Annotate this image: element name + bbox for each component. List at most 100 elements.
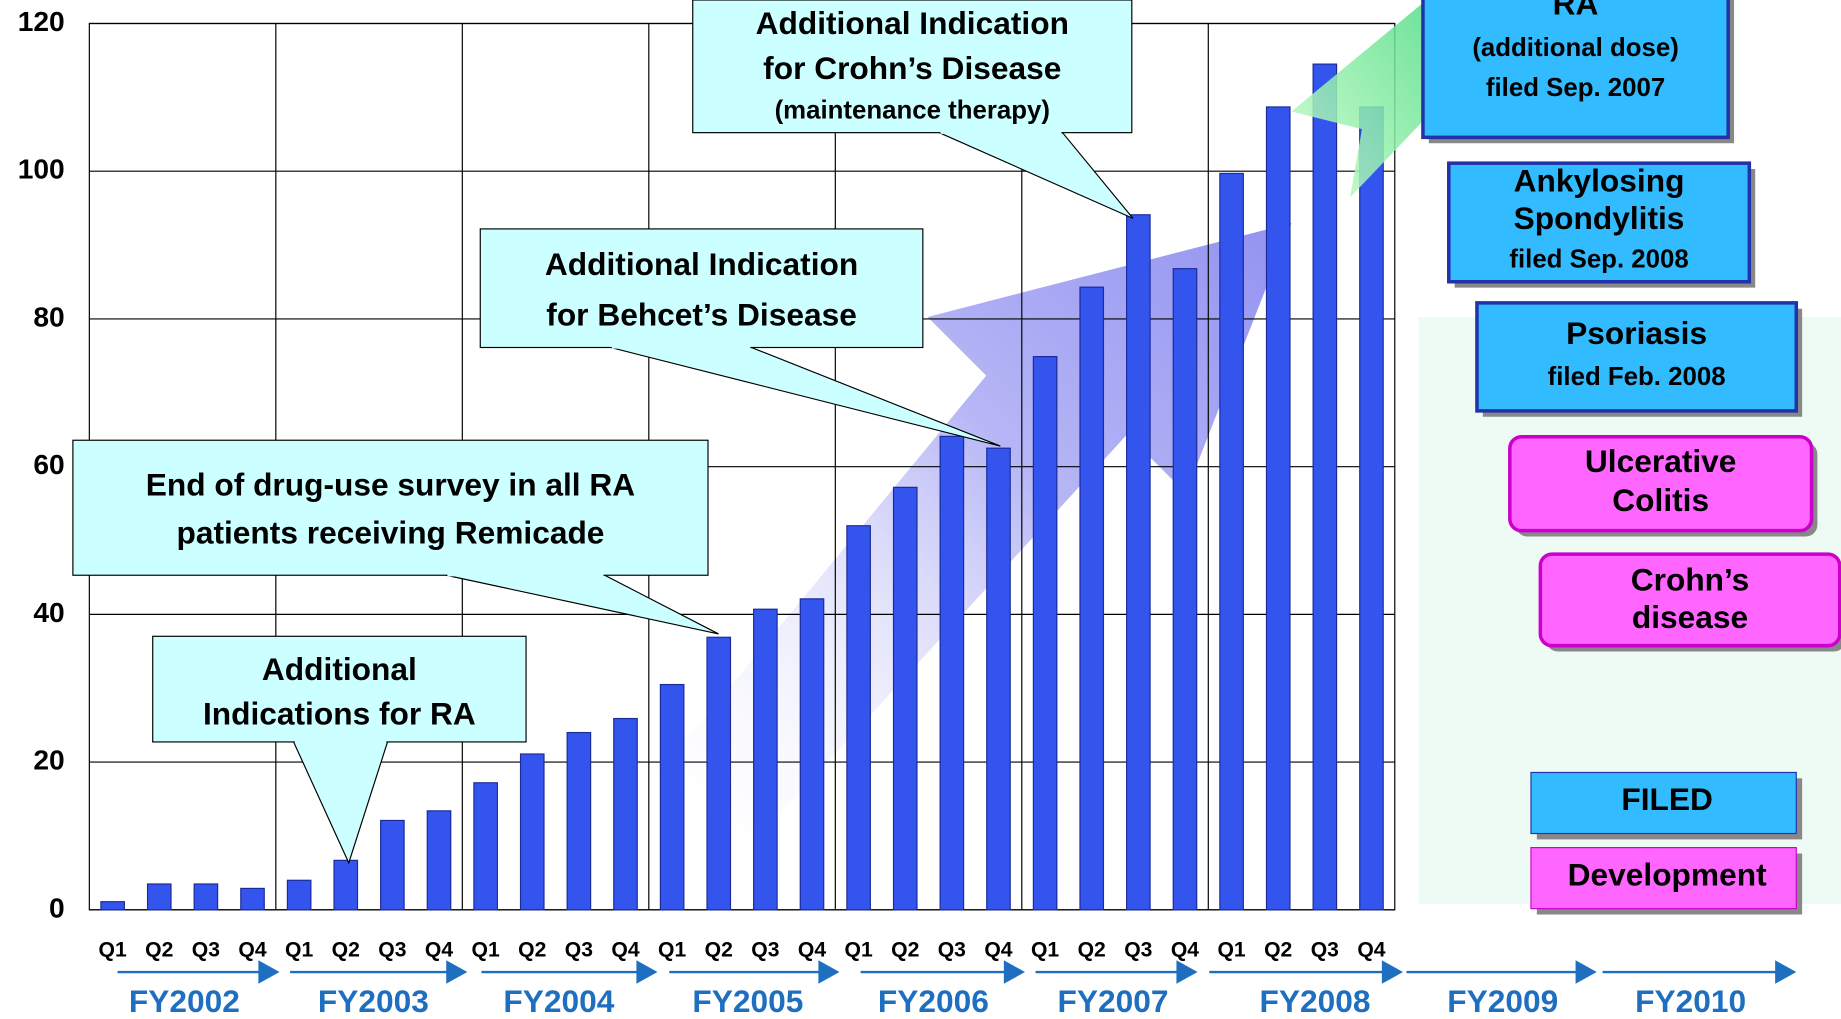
fy-arrow-head bbox=[636, 960, 658, 984]
callout-box bbox=[152, 635, 527, 743]
x-tick-label: Q2 bbox=[1078, 938, 1106, 961]
bar bbox=[613, 717, 638, 911]
bar bbox=[1032, 356, 1058, 911]
bar bbox=[1172, 268, 1198, 911]
callout-text: Additional bbox=[262, 651, 417, 687]
fy-label: FY2002 bbox=[129, 983, 240, 1019]
y-tick-label: 20 bbox=[33, 744, 64, 776]
bar bbox=[659, 683, 685, 911]
y-tick-label: 100 bbox=[18, 153, 65, 185]
x-tick-label: Q3 bbox=[192, 938, 220, 961]
legend-swatch bbox=[1530, 771, 1797, 835]
x-tick-label: Q2 bbox=[145, 938, 173, 961]
fy-label: FY2004 bbox=[503, 983, 614, 1019]
bar bbox=[100, 901, 125, 911]
bar bbox=[426, 810, 452, 911]
bar bbox=[519, 753, 545, 911]
pipeline-text: filed Sep. 2007 bbox=[1486, 74, 1665, 102]
callout-text: Additional Indication bbox=[756, 5, 1069, 41]
x-tick-label: Q1 bbox=[285, 938, 313, 961]
callout-pointer bbox=[446, 574, 719, 635]
y-tick-label: 60 bbox=[33, 448, 64, 480]
x-tick-label: Q2 bbox=[891, 938, 919, 961]
fy-label: FY2007 bbox=[1058, 983, 1169, 1019]
pipeline-text: (additional dose) bbox=[1472, 34, 1679, 62]
x-tick-label: Q3 bbox=[938, 938, 966, 961]
fy-label: FY2010 bbox=[1635, 983, 1746, 1019]
fy-label: FY2005 bbox=[692, 983, 803, 1019]
bar bbox=[193, 883, 219, 911]
y-tick-label: 80 bbox=[33, 300, 64, 332]
bar bbox=[939, 435, 965, 911]
legend-swatch bbox=[1530, 847, 1797, 910]
pipeline-box bbox=[1421, 0, 1730, 140]
callout-text: (maintenance therapy) bbox=[775, 96, 1050, 124]
fy-arrow-head bbox=[1381, 960, 1403, 984]
pipeline-text: filed Sep. 2008 bbox=[1509, 245, 1688, 273]
x-tick-label: Q3 bbox=[378, 938, 406, 961]
callout-text: Indications for RA bbox=[203, 695, 476, 731]
x-tick-label: Q1 bbox=[658, 938, 686, 961]
bar bbox=[566, 731, 592, 911]
x-tick-label: Q1 bbox=[1218, 938, 1246, 961]
bar bbox=[986, 447, 1011, 911]
callout-text: for Crohn’s Disease bbox=[763, 50, 1061, 86]
bar bbox=[892, 486, 918, 911]
bar bbox=[146, 883, 172, 911]
callout-pointer bbox=[610, 346, 1001, 447]
x-tick-label: Q2 bbox=[1264, 938, 1292, 961]
pipeline-text: RA bbox=[1553, 0, 1599, 21]
fy-label: FY2008 bbox=[1259, 983, 1370, 1019]
bar bbox=[473, 782, 498, 911]
x-tick-label: Q4 bbox=[1171, 938, 1199, 961]
y-tick-label: 40 bbox=[33, 596, 64, 628]
fy-label: FY2006 bbox=[878, 983, 989, 1019]
fy-arrow-head bbox=[1003, 960, 1025, 984]
fy-arrow-head bbox=[1176, 960, 1198, 984]
bar bbox=[1359, 106, 1384, 911]
callout-text: Additional Indication bbox=[545, 246, 858, 282]
callout-box bbox=[72, 439, 709, 576]
bar bbox=[1079, 286, 1105, 911]
bar bbox=[380, 819, 405, 911]
pipeline-box bbox=[1447, 161, 1752, 284]
x-tick-label: Q4 bbox=[238, 938, 266, 961]
pipeline-text: Ankylosing bbox=[1514, 163, 1685, 199]
callout-text: patients receiving Remicade bbox=[176, 515, 604, 551]
legend-label: Development bbox=[1568, 856, 1767, 892]
x-tick-label: Q3 bbox=[751, 938, 779, 961]
fy-arrow-head bbox=[818, 960, 840, 984]
legend-label: FILED bbox=[1621, 781, 1713, 817]
callout-text: for Behcet’s Disease bbox=[546, 296, 857, 332]
bar bbox=[286, 879, 312, 911]
x-tick-label: Q1 bbox=[472, 938, 500, 961]
x-tick-label: Q1 bbox=[99, 938, 127, 961]
pipeline-box bbox=[1508, 434, 1814, 533]
bar bbox=[846, 525, 871, 911]
bar bbox=[706, 636, 732, 911]
x-tick-label: Q4 bbox=[1357, 938, 1385, 961]
x-tick-label: Q4 bbox=[984, 938, 1012, 961]
x-tick-label: Q2 bbox=[518, 938, 546, 961]
pipeline-text: Crohn’s bbox=[1631, 562, 1750, 598]
x-tick-label: Q4 bbox=[611, 938, 639, 961]
pipeline-text: filed Feb. 2008 bbox=[1548, 363, 1726, 391]
x-tick-label: Q4 bbox=[798, 938, 826, 961]
bar bbox=[240, 887, 265, 911]
pipeline-text: disease bbox=[1632, 599, 1748, 635]
bar bbox=[1126, 214, 1151, 911]
fy-label: FY2009 bbox=[1447, 983, 1558, 1019]
fy-arrow-head bbox=[258, 960, 280, 984]
bar bbox=[753, 608, 778, 911]
pipeline-text: Spondylitis bbox=[1514, 200, 1685, 236]
bar bbox=[1219, 172, 1244, 911]
y-tick-label: 0 bbox=[49, 891, 65, 923]
callout-pointer bbox=[292, 741, 389, 865]
pipeline-box bbox=[1538, 552, 1841, 648]
callout-box bbox=[692, 0, 1133, 134]
fy-arrow-head bbox=[1575, 960, 1597, 984]
x-tick-label: Q1 bbox=[845, 938, 873, 961]
pipeline-box bbox=[1475, 301, 1799, 413]
x-tick-label: Q3 bbox=[1311, 938, 1339, 961]
y-tick-label: 120 bbox=[18, 5, 65, 37]
